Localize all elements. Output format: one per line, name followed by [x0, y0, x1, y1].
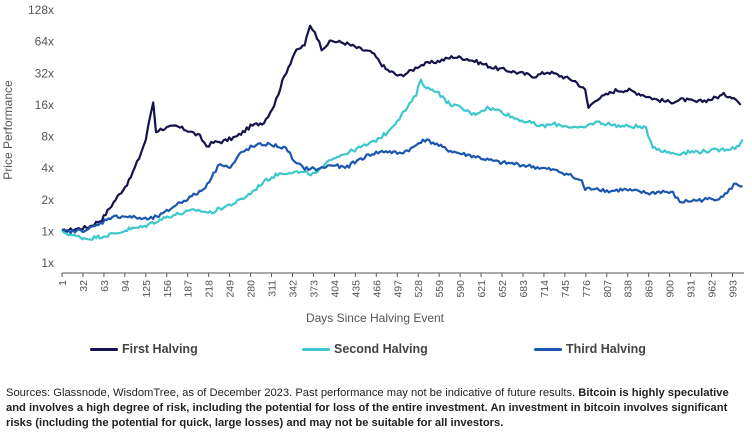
- x-tick-label: 1: [57, 280, 69, 286]
- series-line-second-halving: [61, 78, 744, 241]
- x-tick-label: 869: [644, 280, 656, 298]
- series-line-first-halving: [61, 24, 742, 234]
- legend-swatch-third-halving: [534, 347, 562, 351]
- x-tick-label: 125: [141, 280, 153, 298]
- legend-item-third-halving: Third Halving: [534, 342, 646, 356]
- y-tick-label: 1x: [41, 256, 54, 270]
- x-tick-label: 652: [497, 280, 509, 298]
- x-tick-label: 280: [246, 280, 258, 298]
- legend-label-third-halving: Third Halving: [566, 342, 646, 356]
- legend-item-first-halving: First Halving: [90, 342, 198, 356]
- footnote-sources: Sources: Glassnode, WisdomTree, as of De…: [6, 387, 579, 399]
- footnote: Sources: Glassnode, WisdomTree, as of De…: [6, 386, 748, 431]
- legend-swatch-second-halving: [302, 347, 330, 351]
- footnote-risk-disclaimer: Bitcoin is highly speculative and involv…: [6, 387, 729, 429]
- y-axis-ticks: 1x 1x 2x 4x 8x 16x 32x 64x 128x: [28, 3, 54, 270]
- x-tick-label: 962: [707, 280, 719, 298]
- chart: 1x 1x 2x 4x 8x 16x 32x 64x 128x 1 32 63 94 125 156 187…: [1, 3, 744, 325]
- y-tick-label: 128x: [28, 3, 54, 17]
- x-tick-label: 63: [99, 280, 111, 292]
- x-tick-label: 683: [518, 280, 530, 298]
- x-tick-label: 714: [539, 280, 551, 298]
- x-tick-label: 745: [560, 280, 572, 298]
- x-tick-label: 497: [392, 280, 404, 298]
- legend: First Halving Second Halving Third Halvi…: [0, 342, 752, 362]
- y-tick-label: 32x: [35, 66, 54, 80]
- y-axis-title: Price Performance: [1, 80, 15, 180]
- x-axis-ticks: 1 32 63 94 125 156 187 218 249 280 311 342 373 404 435…: [57, 273, 740, 298]
- series-lines: [61, 24, 744, 241]
- x-tick-label: 931: [686, 280, 698, 298]
- x-tick-label: 218: [204, 280, 216, 298]
- x-tick-label: 311: [267, 280, 279, 297]
- x-tick-label: 807: [602, 280, 614, 298]
- x-tick-label: 156: [162, 280, 174, 298]
- x-tick-label: 993: [728, 280, 740, 298]
- x-tick-label: 528: [413, 280, 425, 298]
- x-tick-label: 466: [371, 280, 383, 298]
- x-tick-label: 94: [120, 280, 132, 292]
- x-tick-label: 621: [476, 280, 488, 298]
- x-tick-label: 590: [455, 280, 467, 298]
- y-tick-label: 64x: [35, 35, 54, 49]
- x-tick-label: 838: [623, 280, 635, 298]
- y-tick-label: 8x: [41, 130, 54, 144]
- y-tick-label: 1x: [41, 224, 54, 238]
- legend-item-second-halving: Second Halving: [302, 342, 428, 356]
- y-tick-label: 16x: [35, 98, 54, 112]
- x-tick-label: 900: [665, 280, 677, 298]
- y-tick-label: 2x: [41, 193, 54, 207]
- legend-swatch-first-halving: [90, 347, 118, 351]
- x-tick-label: 187: [183, 280, 195, 298]
- x-tick-label: 776: [581, 280, 593, 298]
- x-tick-label: 342: [287, 280, 299, 298]
- x-tick-label: 32: [78, 280, 90, 292]
- x-tick-label: 249: [225, 280, 237, 298]
- legend-label-first-halving: First Halving: [122, 342, 198, 356]
- y-tick-label: 4x: [41, 161, 54, 175]
- x-tick-label: 435: [350, 280, 362, 298]
- x-tick-label: 373: [308, 280, 320, 298]
- legend-label-second-halving: Second Halving: [334, 342, 428, 356]
- x-axis-title: Days Since Halving Event: [306, 311, 445, 325]
- x-tick-label: 559: [434, 280, 446, 298]
- series-line-third-halving: [61, 138, 743, 235]
- x-tick-label: 404: [329, 280, 341, 298]
